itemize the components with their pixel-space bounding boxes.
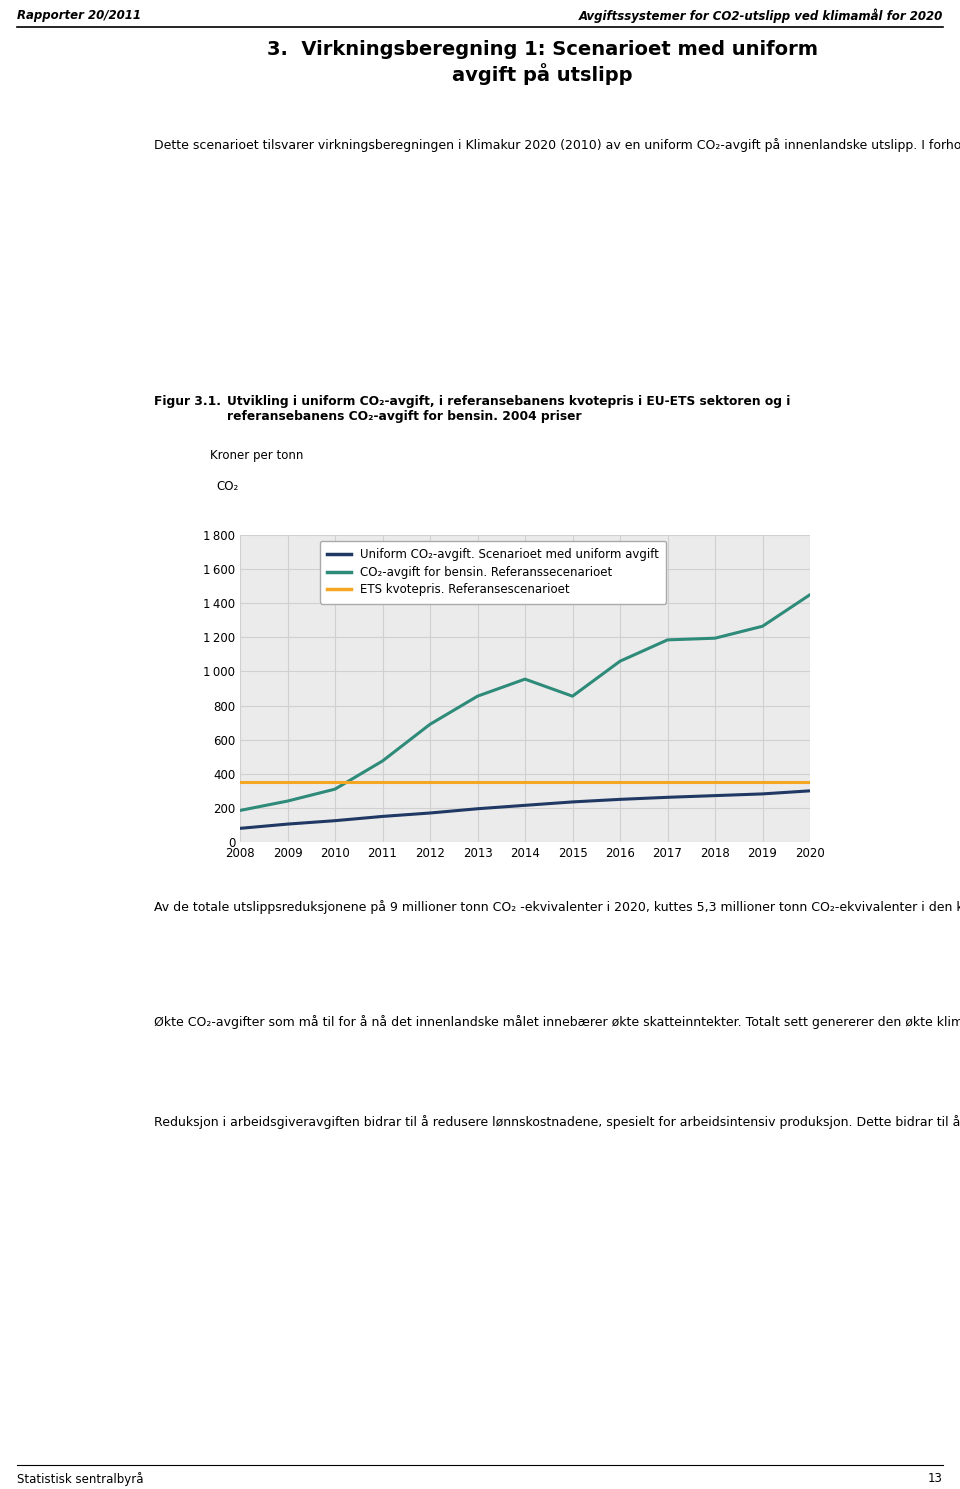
Text: Figur 3.1.: Figur 3.1. [154,395,221,408]
Text: Av de totale utslippsreduksjonene på 9 millioner tonn CO₂ -ekvivalenter i 2020, : Av de totale utslippsreduksjonene på 9 m… [154,899,960,914]
Text: Reduksjon i arbeidsgiveravgiften bidrar til å redusere lønnskostnadene, spesielt: Reduksjon i arbeidsgiveravgiften bidrar … [154,1115,960,1129]
Text: Utvikling i uniform CO₂-avgift, i referansebanens kvotepris i EU-ETS sektoren og: Utvikling i uniform CO₂-avgift, i refera… [228,395,791,423]
Text: Statistisk sentralbyrå: Statistisk sentralbyrå [17,1471,144,1486]
Text: Dette scenarioet tilsvarer virkningsberegningen i Klimakur 2020 (2010) av en uni: Dette scenarioet tilsvarer virkningsbere… [154,138,960,152]
Text: Rapporter 20/2011: Rapporter 20/2011 [17,9,141,22]
Text: CO₂: CO₂ [216,479,239,493]
Text: Avgiftssystemer for CO2-utslipp ved klimamål for 2020: Avgiftssystemer for CO2-utslipp ved klim… [579,7,943,22]
Text: 3.  Virkningsberegning 1: Scenarioet med uniform
avgift på utslipp: 3. Virkningsberegning 1: Scenarioet med … [267,40,818,85]
Text: Kroner per tonn: Kroner per tonn [210,448,303,462]
Legend: Uniform CO₂-avgift. Scenarioet med uniform avgift, CO₂-avgift for bensin. Refera: Uniform CO₂-avgift. Scenarioet med unifo… [320,541,666,603]
Text: Økte CO₂-avgifter som må til for å nå det innenlandske målet innebærer økte skat: Økte CO₂-avgifter som må til for å nå de… [154,1015,960,1029]
Text: 13: 13 [928,1473,943,1486]
